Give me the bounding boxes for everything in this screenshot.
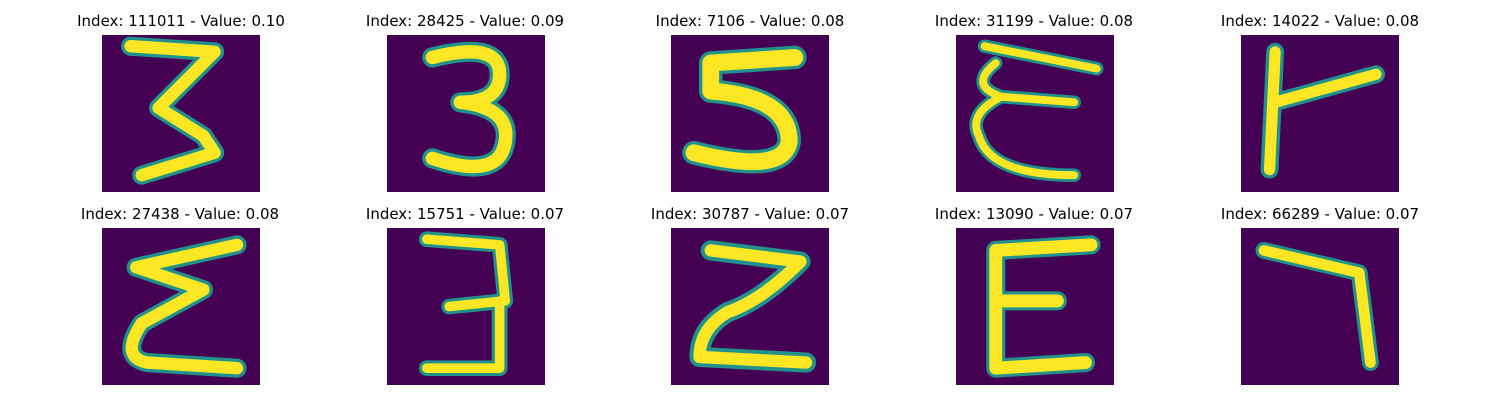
panel-title: Index: 14022 - Value: 0.08 <box>1220 12 1420 30</box>
digit-image <box>387 35 545 192</box>
panel-6: Index: 27438 - Value: 0.08 <box>40 203 320 225</box>
digit-glyph-z <box>689 240 817 373</box>
digit-glyph-5 <box>682 45 807 174</box>
panel-7: Index: 15751 - Value: 0.07 <box>325 203 605 225</box>
panel-title: Index: 30787 - Value: 0.07 <box>650 205 850 223</box>
digit-image <box>1241 35 1399 192</box>
panel-2: Index: 28425 - Value: 0.09 <box>325 10 605 32</box>
digit-image <box>102 35 260 192</box>
panel-title: Index: 66289 - Value: 0.07 <box>1220 205 1420 223</box>
panel-title: Index: 15751 - Value: 0.07 <box>365 205 565 223</box>
panel-9: Index: 13090 - Value: 0.07 <box>894 203 1174 225</box>
panel-3: Index: 7106 - Value: 0.08 <box>610 10 890 32</box>
digit-image <box>956 35 1114 192</box>
panel-5: Index: 14022 - Value: 0.08 <box>1180 10 1460 32</box>
digit-image <box>671 35 829 192</box>
digit-image <box>671 228 829 385</box>
panel-title: Index: 7106 - Value: 0.08 <box>655 12 845 30</box>
panel-8: Index: 30787 - Value: 0.07 <box>610 203 890 225</box>
digit-glyph-3 <box>418 231 514 377</box>
panel-title: Index: 28425 - Value: 0.09 <box>365 12 565 30</box>
digit-glyph-3 <box>121 36 225 185</box>
panel-1: Index: 111011 - Value: 0.10 <box>41 10 321 32</box>
digit-glyph-y <box>1260 42 1386 179</box>
panel-title: Index: 13090 - Value: 0.07 <box>934 205 1134 223</box>
digit-glyph-3 <box>422 41 516 177</box>
digit-glyph-e-curly <box>969 39 1104 182</box>
digit-glyph-e <box>986 235 1101 378</box>
panel-title: Index: 31199 - Value: 0.08 <box>934 12 1134 30</box>
digit-image <box>387 228 545 385</box>
digit-image <box>956 228 1114 385</box>
panel-4: Index: 31199 - Value: 0.08 <box>894 10 1174 32</box>
digit-glyph-sigma <box>122 235 247 378</box>
digit-image <box>102 228 260 385</box>
panel-10: Index: 66289 - Value: 0.07 <box>1180 203 1460 225</box>
digit-glyph-7 <box>1255 242 1379 371</box>
digit-image <box>1241 228 1399 385</box>
panel-title: Index: 27438 - Value: 0.08 <box>80 205 280 223</box>
panel-title: Index: 111011 - Value: 0.10 <box>77 12 285 30</box>
